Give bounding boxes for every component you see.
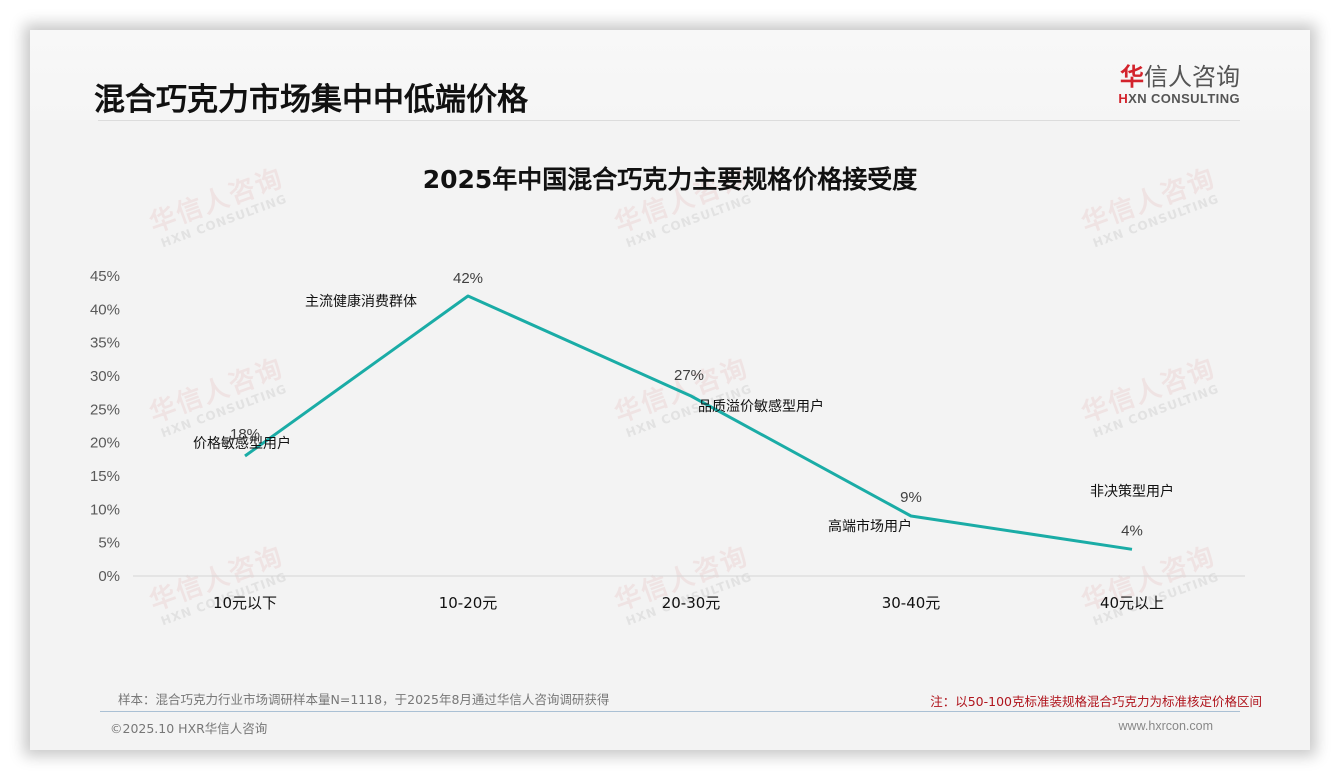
segment-annotation: 主流健康消费群体 bbox=[305, 293, 417, 310]
footer-divider bbox=[100, 711, 1240, 712]
y-tick-label: 45% bbox=[90, 268, 120, 285]
data-value-label: 18% bbox=[230, 426, 260, 443]
header-band bbox=[30, 30, 1310, 120]
chart-title: 2025年中国混合巧克力主要规格价格接受度 bbox=[422, 165, 918, 194]
x-tick-label: 10元以下 bbox=[213, 594, 277, 612]
y-tick-label: 15% bbox=[90, 468, 120, 485]
x-tick-label: 30-40元 bbox=[882, 594, 941, 612]
page-title: 混合巧克力市场集中中低端价格 bbox=[94, 82, 528, 118]
header-divider bbox=[98, 120, 1240, 121]
y-tick-label: 20% bbox=[90, 435, 120, 452]
logo-english: HXN CONSULTING bbox=[1118, 91, 1240, 106]
price-range-note: 注：以50-100克标准装规格混合巧克力为标准核定价格区间 bbox=[930, 694, 1262, 709]
y-axis: 0% 5% 10% 15% 20% 25% 30% 35% 40% 45% bbox=[90, 268, 120, 585]
x-tick-label: 40元以上 bbox=[1100, 594, 1164, 612]
y-tick-label: 5% bbox=[98, 535, 120, 552]
y-tick-label: 40% bbox=[90, 301, 120, 318]
y-tick-label: 25% bbox=[90, 401, 120, 418]
brand-logo: 华信人咨询 HXN CONSULTING bbox=[1110, 63, 1240, 106]
x-tick-label: 10-20元 bbox=[439, 594, 498, 612]
y-tick-label: 10% bbox=[90, 501, 120, 518]
data-value-label: 9% bbox=[900, 489, 922, 506]
copyright: ©2025.10 HXR华信人咨询 bbox=[110, 721, 268, 736]
segment-annotation: 高端市场用户 bbox=[828, 518, 912, 535]
value-labels: 18% 42% 27% 9% 4% bbox=[230, 270, 1143, 539]
y-tick-label: 35% bbox=[90, 335, 120, 352]
website-link[interactable]: www.hxrcon.com bbox=[1118, 719, 1213, 733]
logo-chinese: 华信人咨询 bbox=[1120, 63, 1240, 91]
line-chart: 0% 5% 10% 15% 20% 25% 30% 35% 40% 45% 10元以下 10-20元… bbox=[90, 268, 1245, 612]
data-value-label: 42% bbox=[453, 270, 483, 287]
segment-annotation: 价格敏感型用户 bbox=[193, 435, 291, 452]
data-value-label: 27% bbox=[674, 367, 704, 384]
x-tick-label: 20-30元 bbox=[662, 594, 721, 612]
y-tick-label: 0% bbox=[98, 568, 120, 585]
x-axis: 10元以下 10-20元 20-30元 30-40元 40元以上 bbox=[213, 594, 1164, 612]
slide: 混合巧克力市场集中中低端价格 华信人咨询 HXN CONSULTING 华信人咨… bbox=[30, 30, 1310, 750]
y-tick-label: 30% bbox=[90, 368, 120, 385]
sample-note: 样本：混合巧克力行业市场调研样本量N=1118，于2025年8月通过华信人咨询调… bbox=[118, 692, 610, 707]
segment-annotation: 非决策型用户 bbox=[1090, 483, 1174, 500]
series-line bbox=[244, 294, 1133, 551]
segment-annotation: 品质溢价敏感型用户 bbox=[698, 398, 824, 415]
data-value-label: 4% bbox=[1121, 522, 1143, 539]
